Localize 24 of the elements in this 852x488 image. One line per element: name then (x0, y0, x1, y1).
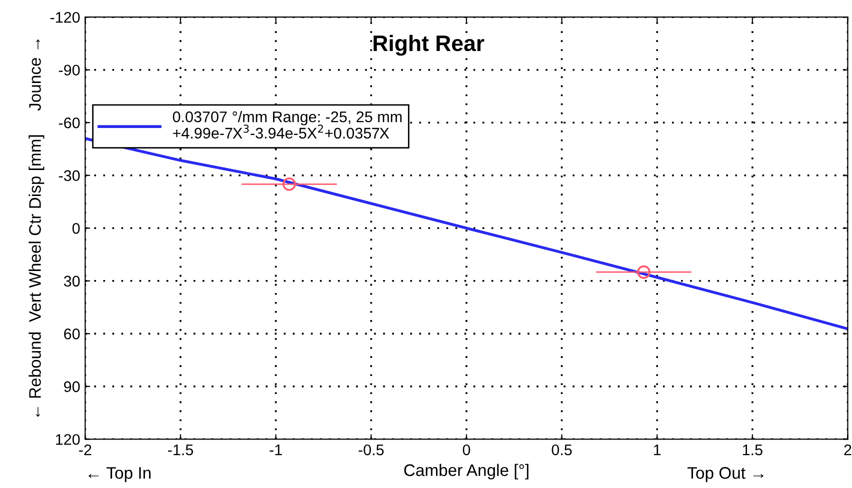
x-tick-label: -1 (270, 444, 282, 456)
y-tick-label: 120 (56, 434, 80, 445)
y-tick-label: 0 (72, 223, 80, 234)
x-tick-label: 0 (462, 444, 470, 456)
y-tick-label: 90 (64, 381, 80, 392)
x-tick-label: 2 (844, 444, 852, 456)
y-tick-label: -30 (58, 170, 80, 182)
x-tick-label: 0.5 (552, 444, 572, 456)
y-tick-label: -120 (50, 12, 80, 23)
text: ← Top In (88, 467, 151, 482)
y-tick-label: -90 (58, 64, 80, 76)
y-tick-label: 60 (64, 328, 80, 340)
y-tick-label: -60 (58, 117, 80, 128)
legend-label: 0.03707 °/mm Range: -25, 25 mm +4.99e-7X$^{3}$-3.94e-5X$^{2}$+0.0357X (172, 111, 402, 139)
x-tick-label: -2 (79, 444, 92, 456)
x-tick-label: -0.5 (358, 444, 384, 456)
x-tick-label: 1.5 (742, 444, 762, 456)
y-axis-title: ← Rebound Vert Wheel Ctr Disp [mm] Jounce → (28, 39, 44, 417)
text: Right Rear (374, 34, 484, 56)
x-tick-label: 1 (654, 444, 661, 456)
x-tick-label: -1.5 (168, 444, 194, 456)
text: Top Out → (688, 467, 764, 482)
y-tick-label: 30 (64, 276, 80, 287)
x-axis-title: Camber Angle [°] (404, 464, 528, 480)
